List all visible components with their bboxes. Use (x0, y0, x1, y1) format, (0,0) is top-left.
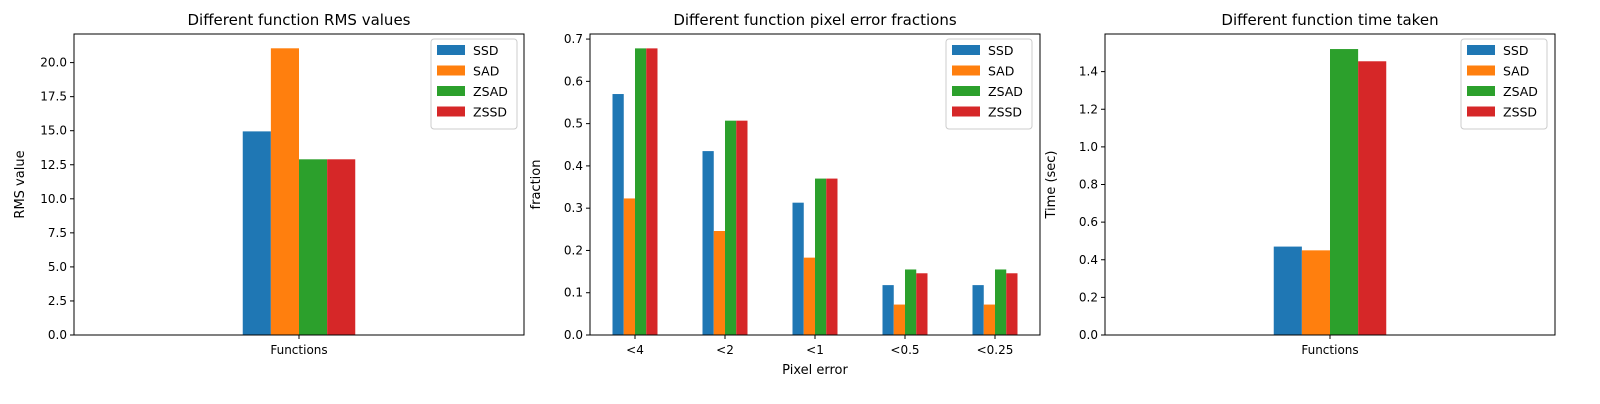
y-tick-label: 1.0 (1079, 140, 1098, 154)
legend-label-ssd: SSD (473, 43, 499, 58)
y-tick-label: 20.0 (40, 56, 67, 70)
bar-sad-2 (803, 257, 815, 335)
bar-ssd-0 (612, 94, 624, 335)
bar-zsad-0 (1330, 49, 1359, 336)
chart-title: Different function time taken (1221, 11, 1438, 29)
legend-swatch-sad (1467, 65, 1495, 76)
bar-zsad-1 (725, 120, 737, 335)
legend-swatch-zssd (437, 106, 465, 117)
y-tick-label: 0.4 (1079, 253, 1098, 267)
legend-label-ssd: SSD (988, 43, 1014, 58)
y-tick-label: 0.4 (564, 159, 583, 173)
y-axis-label: RMS value (13, 150, 28, 218)
legend-label-zssd: ZSSD (988, 105, 1022, 120)
legend-label-sad: SAD (988, 64, 1014, 79)
legend-label-ssd: SSD (1503, 43, 1529, 58)
x-tick-label: <1 (806, 343, 824, 357)
x-tick-label: <2 (716, 343, 734, 357)
bar-ssd-1 (702, 151, 714, 335)
legend-label-zsad: ZSAD (473, 84, 508, 99)
y-tick-label: 0.8 (1079, 178, 1098, 192)
legend-swatch-ssd (1467, 45, 1495, 55)
bar-zssd-1 (736, 120, 748, 335)
y-axis-label: fraction (529, 160, 544, 210)
bar-zsad-2 (815, 178, 827, 335)
y-tick-label: 12.5 (40, 158, 67, 172)
y-tick-label: 2.5 (48, 294, 67, 308)
y-tick-label: 15.0 (40, 124, 67, 138)
bar-zssd-0 (1358, 61, 1387, 335)
bar-zssd-3 (916, 273, 928, 335)
legend: SSD SAD ZSAD ZSSD (945, 38, 1033, 130)
legend: SSD SAD ZSAD ZSSD (1460, 38, 1548, 130)
bar-ssd-0 (242, 131, 271, 335)
bar-ssd-2 (792, 202, 804, 335)
chart-title: Different function pixel error fractions (673, 11, 957, 29)
x-tick-label: Functions (270, 343, 327, 357)
x-tick-label: <4 (626, 343, 644, 357)
y-tick-label: 7.5 (48, 226, 67, 240)
y-axis-label: Time (sec) (1044, 150, 1059, 219)
legend-swatch-sad (437, 65, 465, 76)
y-tick-label: 0.2 (564, 243, 583, 257)
legend-label-zssd: ZSSD (473, 105, 507, 120)
legend-label-sad: SAD (1503, 64, 1529, 79)
chart-panel-1: 0.0 2.5 5.0 7.5 10.0 12.5 15.0 17.5 20.0 Function… (13, 11, 525, 357)
x-tick-label: Functions (1301, 343, 1358, 357)
y-tick-label: 0.3 (564, 201, 583, 215)
bar-zssd-0 (327, 159, 356, 335)
bar-sad-0 (623, 198, 635, 335)
y-tick-label: 0.0 (48, 328, 67, 342)
chart-panel-3: 0.0 0.2 0.4 0.6 0.8 1.0 1.2 1.4 Functions Differe… (1044, 11, 1556, 357)
bar-sad-4 (983, 304, 995, 335)
chart-title: Different function RMS values (188, 11, 411, 29)
bar-ssd-3 (882, 285, 894, 335)
y-tick-label: 0.7 (564, 32, 583, 46)
legend-swatch-sad (952, 65, 980, 76)
bar-ssd-0 (1273, 246, 1302, 335)
y-tick-label: 1.2 (1079, 102, 1098, 116)
legend-label-sad: SAD (473, 64, 499, 79)
y-tick-label: 0.2 (1079, 290, 1098, 304)
y-tick-label: 0.1 (564, 286, 583, 300)
bar-ssd-4 (972, 285, 984, 335)
y-tick-label: 1.4 (1079, 65, 1098, 79)
bar-sad-0 (270, 48, 299, 335)
y-tick-label: 0.6 (1079, 215, 1098, 229)
y-tick-label: 0.5 (564, 117, 583, 131)
legend-swatch-zssd (1467, 106, 1495, 117)
bar-sad-0 (1301, 250, 1330, 335)
y-tick-label: 0.0 (564, 328, 583, 342)
bar-zssd-0 (646, 48, 658, 335)
legend-swatch-zsad (952, 86, 980, 96)
legend-swatch-zssd (952, 106, 980, 117)
legend: SSD SAD ZSAD ZSSD (430, 38, 518, 130)
bar-zsad-4 (995, 269, 1007, 335)
y-tick-label: 10.0 (40, 192, 67, 206)
chart-panel-2: 0.0 0.1 0.2 0.3 0.4 0.5 0.6 0.7 <4 <2 <1 <0.5 <0.25 D… (529, 11, 1041, 378)
y-tick-label: 0.6 (564, 74, 583, 88)
bar-zsad-3 (905, 269, 917, 335)
legend-label-zsad: ZSAD (988, 84, 1023, 99)
legend-label-zssd: ZSSD (1503, 105, 1537, 120)
y-tick-label: 17.5 (40, 90, 67, 104)
bar-sad-1 (713, 231, 725, 335)
bar-zssd-4 (1006, 273, 1018, 335)
legend-label-zsad: ZSAD (1503, 84, 1538, 99)
legend-swatch-ssd (437, 45, 465, 55)
y-tick-label: 5.0 (48, 260, 67, 274)
x-tick-label: <0.25 (977, 343, 1014, 357)
bar-sad-3 (893, 304, 905, 335)
legend-swatch-ssd (952, 45, 980, 55)
x-tick-label: <0.5 (890, 343, 919, 357)
legend-swatch-zsad (437, 86, 465, 96)
bar-zssd-2 (826, 178, 838, 335)
legend-swatch-zsad (1467, 86, 1495, 96)
bar-zsad-0 (299, 159, 328, 335)
bar-zsad-0 (635, 48, 647, 335)
y-tick-label: 0.0 (1079, 328, 1098, 342)
x-axis-label: Pixel error (782, 363, 848, 378)
